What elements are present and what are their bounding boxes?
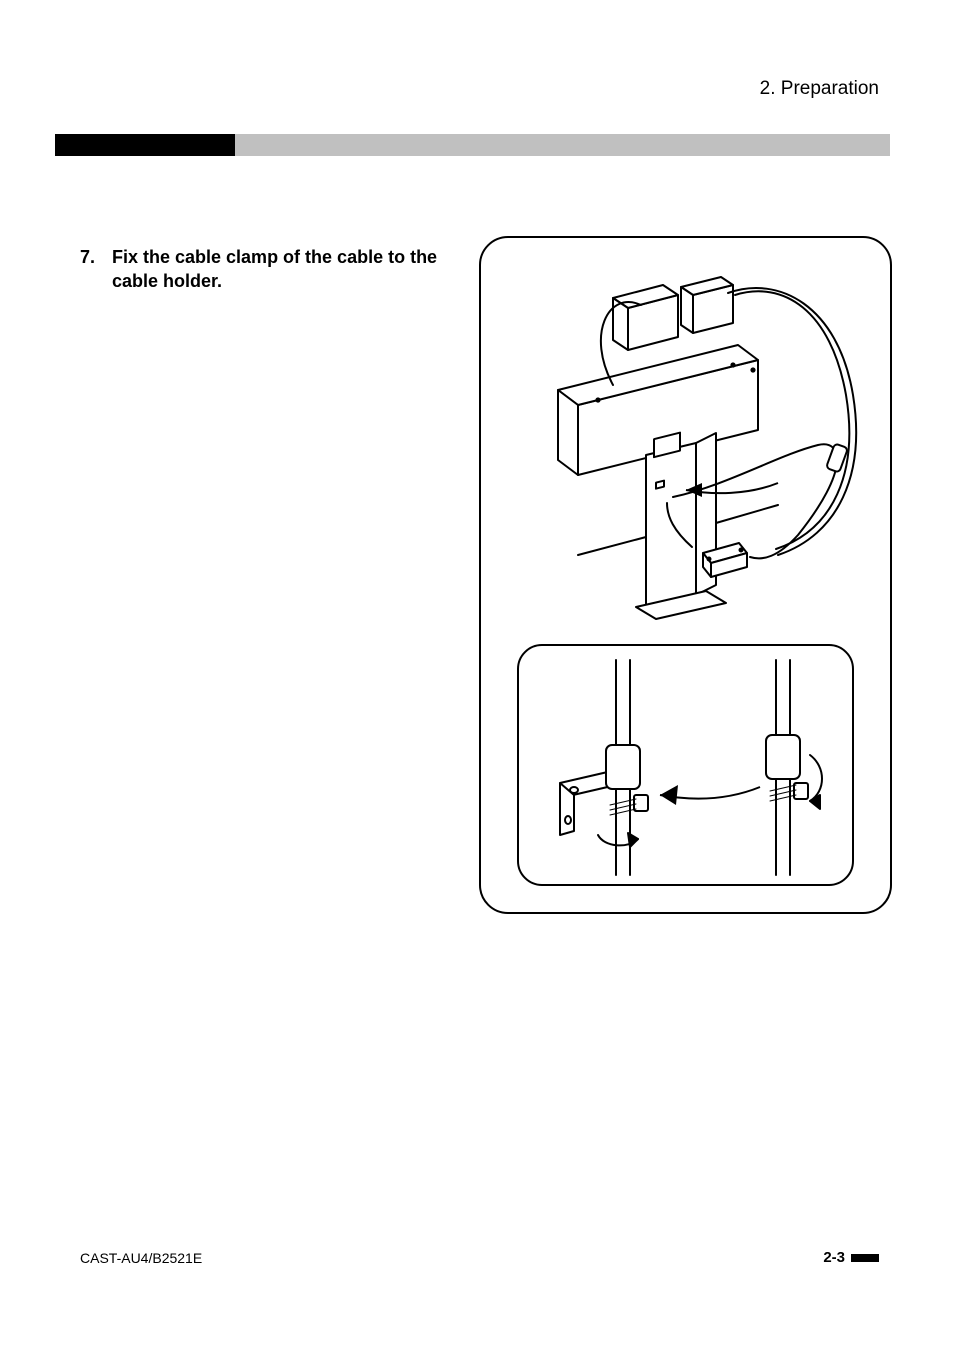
instruction-step: 7. Fix the cable clamp of the cable to t…	[80, 245, 460, 294]
instruction-number: 7.	[80, 245, 112, 294]
instruction-text: Fix the cable clamp of the cable to the …	[112, 245, 460, 294]
header-rule-gray	[235, 134, 890, 156]
footer-page-number-text: 2-3	[823, 1249, 845, 1266]
figure-svg	[478, 235, 893, 915]
header-rule-black	[55, 134, 235, 156]
figure	[478, 235, 893, 915]
page: 2. Preparation 7. Fix the cable clamp of…	[0, 0, 954, 1351]
footer-doc-code: CAST-AU4/B2521E	[80, 1250, 202, 1266]
section-header: 2. Preparation	[760, 78, 879, 100]
footer-block-icon	[851, 1254, 879, 1262]
header-rule	[55, 134, 890, 156]
footer-page-number: 2-3	[823, 1249, 879, 1266]
